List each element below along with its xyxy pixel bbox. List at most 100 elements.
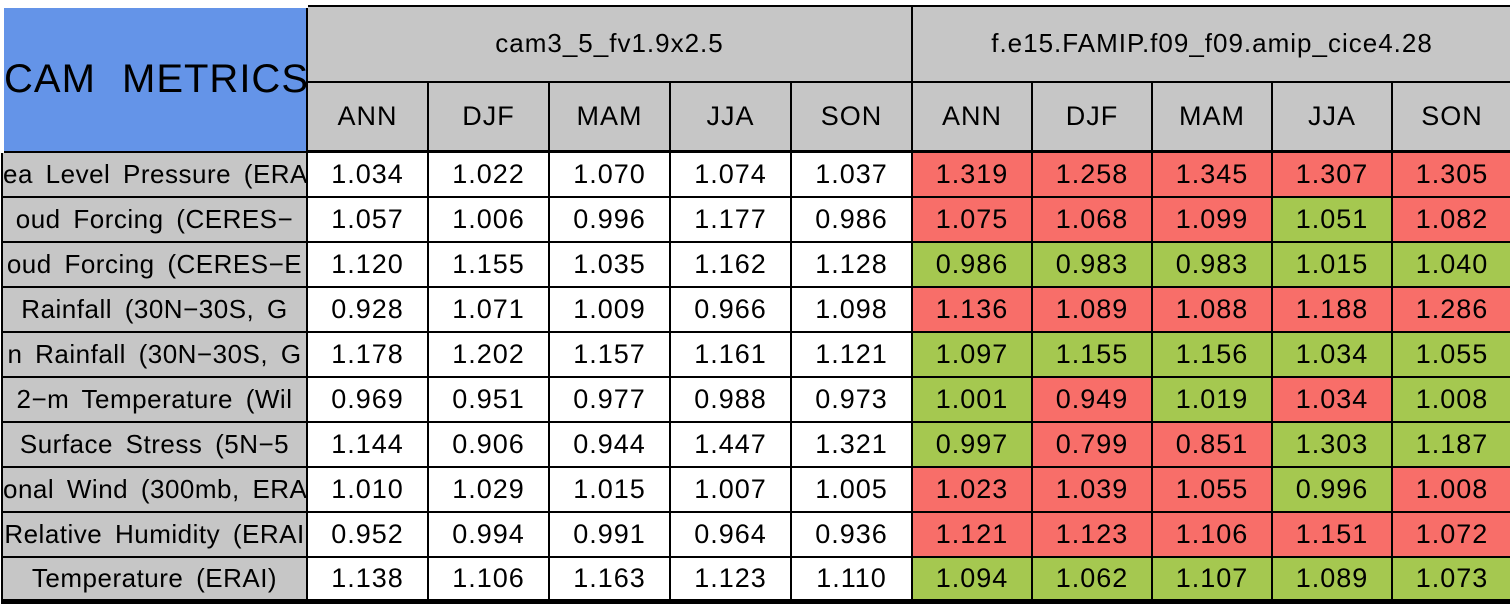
value-cell-model-1: 1.123 xyxy=(669,555,792,604)
value-cell-model-2: 1.008 xyxy=(1390,465,1510,513)
metric-row: ea Level Pressure (ERA 1.034 1.022 1.070 1.0… xyxy=(1,150,1510,198)
metric-label: Temperature (ERAI) xyxy=(1,555,308,604)
value-cell-model-1: 0.944 xyxy=(548,420,671,468)
season-header-son-model-2: SON xyxy=(1390,80,1510,153)
value-cell-model-2: 1.055 xyxy=(1151,465,1273,513)
value-cell-model-2: 1.001 xyxy=(911,375,1033,423)
metric-row: n Rainfall (30N−30S, G 1.178 1.202 1.157 1.1… xyxy=(1,330,1510,378)
value-cell-model-1: 1.035 xyxy=(548,240,671,288)
value-cell-model-1: 1.034 xyxy=(306,150,429,198)
value-cell-model-2: 1.307 xyxy=(1271,150,1393,198)
value-cell-model-2: 1.034 xyxy=(1271,375,1393,423)
value-cell-model-1: 1.161 xyxy=(669,330,792,378)
value-cell-model-1: 1.009 xyxy=(548,285,671,333)
value-cell-model-2: 1.088 xyxy=(1151,285,1273,333)
value-cell-model-1: 1.447 xyxy=(669,420,792,468)
season-header-jja-model-1: JJA xyxy=(669,80,792,153)
value-cell-model-2: 1.073 xyxy=(1390,555,1510,604)
value-cell-model-2: 1.187 xyxy=(1390,420,1510,468)
value-cell-model-1: 1.120 xyxy=(306,240,429,288)
metric-label: Relative Humidity (ERAI xyxy=(1,510,308,558)
value-cell-model-2: 1.034 xyxy=(1271,330,1393,378)
value-cell-model-1: 0.973 xyxy=(790,375,913,423)
value-cell-model-1: 1.106 xyxy=(427,555,550,604)
value-cell-model-2: 1.023 xyxy=(911,465,1033,513)
value-cell-model-1: 1.138 xyxy=(306,555,429,604)
metric-row: Relative Humidity (ERAI 0.952 0.994 0.991 0.… xyxy=(1,510,1510,558)
season-header-djf-model-1: DJF xyxy=(427,80,550,153)
value-cell-model-2: 1.123 xyxy=(1031,510,1153,558)
value-cell-model-2: 1.072 xyxy=(1390,510,1510,558)
season-header-ann-model-1: ANN xyxy=(306,80,429,153)
value-cell-model-1: 1.005 xyxy=(790,465,913,513)
metric-row: Surface Stress (5N−5 1.144 0.906 0.944 1.447… xyxy=(1,420,1510,468)
season-header-ann-model-2: ANN xyxy=(911,80,1033,153)
metric-row: Rainfall (30N−30S, G 0.928 1.071 1.009 0.966… xyxy=(1,285,1510,333)
value-cell-model-1: 1.144 xyxy=(306,420,429,468)
value-cell-model-2: 1.075 xyxy=(911,195,1033,243)
metric-label: onal Wind (300mb, ERA xyxy=(1,465,308,513)
value-cell-model-1: 0.906 xyxy=(427,420,550,468)
value-cell-model-1: 1.110 xyxy=(790,555,913,604)
metric-label: Rainfall (30N−30S, G xyxy=(1,285,308,333)
value-cell-model-1: 1.178 xyxy=(306,330,429,378)
value-cell-model-1: 1.029 xyxy=(427,465,550,513)
value-cell-model-1: 1.071 xyxy=(427,285,550,333)
value-cell-model-1: 0.996 xyxy=(548,195,671,243)
value-cell-model-2: 1.097 xyxy=(911,330,1033,378)
value-cell-model-1: 1.163 xyxy=(548,555,671,604)
value-cell-model-1: 1.128 xyxy=(790,240,913,288)
value-cell-model-2: 0.997 xyxy=(911,420,1033,468)
value-cell-model-1: 1.057 xyxy=(306,195,429,243)
value-cell-model-1: 0.964 xyxy=(669,510,792,558)
value-cell-model-1: 1.121 xyxy=(790,330,913,378)
value-cell-model-2: 1.106 xyxy=(1151,510,1273,558)
value-cell-model-1: 0.928 xyxy=(306,285,429,333)
value-cell-model-2: 1.345 xyxy=(1151,150,1273,198)
value-cell-model-2: 1.107 xyxy=(1151,555,1273,604)
value-cell-model-2: 1.136 xyxy=(911,285,1033,333)
value-cell-model-2: 1.188 xyxy=(1271,285,1393,333)
value-cell-model-2: 1.015 xyxy=(1271,240,1393,288)
metric-label: 2−m Temperature (Wil xyxy=(1,375,308,423)
value-cell-model-2: 0.983 xyxy=(1031,240,1153,288)
season-header-mam-model-2: MAM xyxy=(1151,80,1273,153)
value-cell-model-2: 1.155 xyxy=(1031,330,1153,378)
metric-row: oud Forcing (CERES− 1.057 1.006 0.996 1.177 0… xyxy=(1,195,1510,243)
page: { "colors": { "header_blue": "#6494E8", … xyxy=(0,3,1510,614)
metric-row: 2−m Temperature (Wil 0.969 0.951 0.977 0.988… xyxy=(1,375,1510,423)
value-cell-model-1: 0.977 xyxy=(548,375,671,423)
value-cell-model-2: 0.983 xyxy=(1151,240,1273,288)
metric-row: onal Wind (300mb, ERA 1.010 1.029 1.015 1.00… xyxy=(1,465,1510,513)
value-cell-model-2: 1.303 xyxy=(1271,420,1393,468)
value-cell-model-2: 0.799 xyxy=(1031,420,1153,468)
value-cell-model-1: 1.162 xyxy=(669,240,792,288)
value-cell-model-1: 1.321 xyxy=(790,420,913,468)
value-cell-model-2: 1.039 xyxy=(1031,465,1153,513)
value-cell-model-2: 1.151 xyxy=(1271,510,1393,558)
value-cell-model-1: 0.936 xyxy=(790,510,913,558)
value-cell-model-2: 1.305 xyxy=(1390,150,1510,198)
value-cell-model-2: 1.089 xyxy=(1271,555,1393,604)
model-header-row: CAM METRICS cam3_5_fv1.9x2.5 f.e15.FAMIP… xyxy=(0,3,1510,153)
season-header-son-model-1: SON xyxy=(790,80,913,153)
value-cell-model-2: 1.051 xyxy=(1271,195,1393,243)
value-cell-model-1: 0.966 xyxy=(669,285,792,333)
value-cell-model-1: 0.951 xyxy=(427,375,550,423)
value-cell-model-1: 1.098 xyxy=(790,285,913,333)
value-cell-model-2: 1.156 xyxy=(1151,330,1273,378)
value-cell-model-2: 1.094 xyxy=(911,555,1033,604)
model-2-name: f.e15.FAMIP.f09_f09.amip_cice4.28 xyxy=(910,4,1510,83)
metric-label: n Rainfall (30N−30S, G xyxy=(1,330,308,378)
value-cell-model-2: 0.851 xyxy=(1151,420,1273,468)
metric-row: Temperature (ERAI) 1.138 1.106 1.163 1.123 1.… xyxy=(1,555,1510,604)
value-cell-model-1: 0.994 xyxy=(427,510,550,558)
model-1-name: cam3_5_fv1.9x2.5 xyxy=(306,4,913,83)
value-cell-model-1: 0.969 xyxy=(306,375,429,423)
value-cell-model-2: 1.040 xyxy=(1390,240,1510,288)
value-cell-model-2: 0.986 xyxy=(911,240,1033,288)
value-cell-model-1: 0.991 xyxy=(548,510,671,558)
season-header-jja-model-2: JJA xyxy=(1271,80,1393,153)
value-cell-model-1: 1.015 xyxy=(548,465,671,513)
value-cell-model-2: 1.258 xyxy=(1031,150,1153,198)
